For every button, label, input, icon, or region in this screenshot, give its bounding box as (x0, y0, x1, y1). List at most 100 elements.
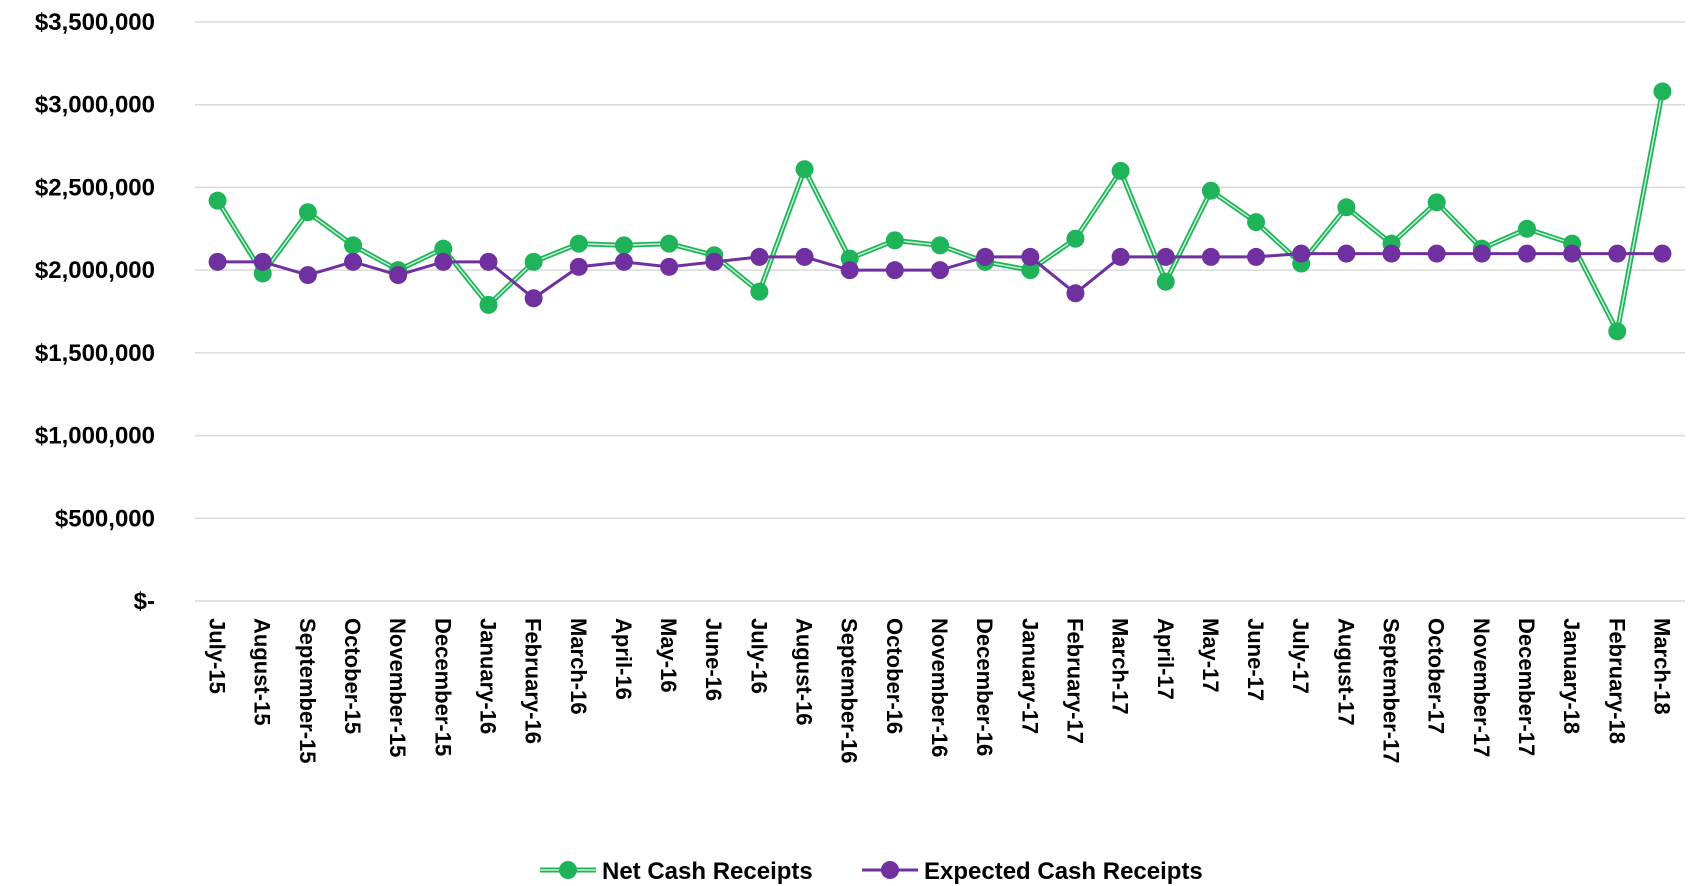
data-point (931, 236, 949, 255)
x-tick-label: December-16 (972, 618, 997, 756)
x-tick-label: January-16 (475, 618, 500, 734)
data-point (1156, 272, 1175, 291)
data-point (344, 252, 363, 271)
x-tick-label: July-17 (1288, 618, 1313, 694)
data-point (1337, 198, 1356, 217)
x-tick-label: May-17 (1198, 618, 1223, 693)
data-point (479, 295, 498, 314)
data-point (1472, 244, 1491, 263)
data-point (705, 252, 724, 271)
data-point (1427, 193, 1446, 212)
x-tick-label: April-17 (1153, 618, 1178, 700)
data-point (976, 247, 995, 266)
y-tick-label: $2,000,000 (35, 257, 155, 284)
x-tick-label: November-17 (1469, 618, 1494, 757)
data-point (1111, 161, 1130, 180)
data-point (840, 261, 859, 280)
x-tick-label: March-17 (1108, 618, 1133, 715)
y-tick-label: $3,500,000 (35, 9, 155, 36)
data-point (1201, 247, 1220, 266)
data-point (569, 257, 588, 276)
x-tick-label: September-16 (837, 618, 862, 764)
x-tick-label: December-17 (1514, 618, 1539, 756)
data-point (1021, 247, 1040, 266)
data-point (1608, 322, 1627, 341)
data-point (660, 234, 679, 253)
y-tick-label: $1,000,000 (35, 423, 155, 450)
data-point (614, 236, 633, 255)
data-point (1608, 244, 1627, 263)
data-point (1111, 247, 1130, 266)
data-point (1337, 244, 1356, 263)
data-point (885, 261, 904, 280)
data-point (524, 252, 543, 271)
data-point (660, 257, 679, 276)
x-tick-label: August-15 (250, 618, 275, 726)
data-point (1247, 213, 1266, 232)
x-tick-label: August-16 (792, 618, 817, 726)
data-point (1517, 219, 1536, 238)
x-tick-label: August-17 (1333, 618, 1358, 726)
x-tick-label: June-17 (1243, 618, 1268, 701)
x-tick-label: November-15 (385, 618, 410, 757)
data-point (1247, 247, 1266, 266)
legend-swatch-marker (881, 861, 899, 879)
data-point (344, 236, 363, 255)
x-tick-label: November-16 (927, 618, 952, 757)
x-tick-label: March-16 (566, 618, 591, 715)
x-tick-label: February-18 (1604, 618, 1629, 744)
data-point (1653, 244, 1672, 263)
data-point (750, 282, 769, 301)
data-point (298, 266, 317, 285)
y-tick-label: $1,500,000 (35, 340, 155, 367)
data-point (1563, 244, 1582, 263)
x-tick-label: September-17 (1379, 618, 1404, 764)
data-point (1427, 244, 1446, 263)
data-point (1201, 181, 1220, 200)
legend-label: Expected Cash Receipts (924, 858, 1203, 885)
data-point (434, 239, 453, 258)
data-point (1292, 244, 1311, 263)
y-tick-label: $2,500,000 (35, 174, 155, 201)
data-point (389, 266, 408, 285)
x-tick-label: December-15 (430, 618, 455, 756)
data-point (1021, 261, 1040, 280)
data-point (524, 289, 543, 308)
x-tick-label: January-17 (1017, 618, 1042, 734)
data-point (1517, 244, 1536, 263)
data-point (1653, 82, 1672, 101)
data-point (750, 247, 769, 266)
data-point (931, 261, 949, 280)
data-point (1066, 229, 1085, 248)
data-point (479, 252, 498, 271)
x-tick-label: April-16 (611, 618, 636, 700)
data-point (208, 191, 227, 210)
legend-swatch-marker (559, 861, 577, 879)
x-tick-label: February-16 (521, 618, 546, 744)
data-point (614, 252, 633, 271)
y-tick-label: $500,000 (55, 505, 155, 532)
data-point (208, 252, 227, 271)
x-tick-label: October-16 (882, 618, 907, 734)
legend-label: Net Cash Receipts (602, 858, 813, 885)
x-tick-label: February-17 (1062, 618, 1087, 744)
x-tick-label: September-15 (295, 618, 320, 764)
x-tick-label: October-17 (1424, 618, 1449, 734)
x-tick-label: March-18 (1649, 618, 1674, 715)
x-tick-label: January-18 (1559, 618, 1584, 734)
x-tick-label: October-15 (340, 618, 365, 734)
data-point (885, 231, 904, 250)
data-point (1066, 284, 1085, 303)
x-tick-label: June-16 (701, 618, 726, 701)
x-tick-label: July-16 (746, 618, 771, 694)
y-tick-label: $- (134, 588, 155, 615)
data-point (1156, 247, 1175, 266)
data-point (569, 234, 588, 253)
data-point (298, 203, 317, 222)
series-line-highlight (216, 91, 1664, 334)
data-point (434, 252, 453, 271)
x-tick-label: July-15 (205, 618, 230, 694)
x-tick-label: May-16 (656, 618, 681, 693)
data-point (1382, 244, 1401, 263)
